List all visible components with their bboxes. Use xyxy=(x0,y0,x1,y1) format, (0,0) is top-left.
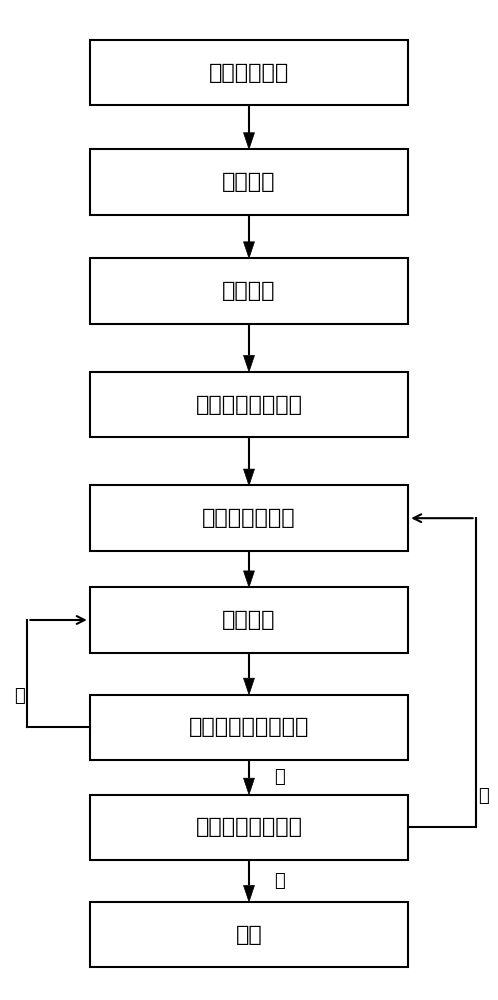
Bar xyxy=(90,695,408,760)
Polygon shape xyxy=(244,242,254,258)
Text: 反射镜夹角调整: 反射镜夹角调整 xyxy=(202,508,296,528)
Text: 干涉数据测试合格: 干涉数据测试合格 xyxy=(196,817,302,837)
Polygon shape xyxy=(244,678,254,695)
Bar xyxy=(90,485,408,551)
Text: 透射达曼光栅分光: 透射达曼光栅分光 xyxy=(196,395,302,415)
Bar xyxy=(90,372,408,437)
Polygon shape xyxy=(244,778,254,795)
Text: 否: 否 xyxy=(478,787,489,805)
Bar xyxy=(90,40,408,105)
Text: 准直扩束: 准直扩束 xyxy=(222,172,276,192)
Text: 光束整形: 光束整形 xyxy=(222,281,276,301)
Text: 是: 是 xyxy=(274,872,285,890)
Bar xyxy=(90,149,408,215)
Polygon shape xyxy=(244,885,254,902)
Text: 否: 否 xyxy=(14,687,25,705)
Bar xyxy=(90,902,408,967)
Bar xyxy=(90,258,408,324)
Text: 在材料表面形成干涉: 在材料表面形成干涉 xyxy=(189,717,309,737)
Polygon shape xyxy=(244,133,254,149)
Bar xyxy=(90,587,408,653)
Polygon shape xyxy=(244,571,254,587)
Text: 是: 是 xyxy=(274,768,285,786)
Polygon shape xyxy=(244,469,254,485)
Text: 完成: 完成 xyxy=(236,925,262,945)
Text: 相位调整: 相位调整 xyxy=(222,610,276,630)
Bar xyxy=(90,795,408,860)
Text: 强激光束入射: 强激光束入射 xyxy=(209,63,289,83)
Polygon shape xyxy=(244,355,254,372)
